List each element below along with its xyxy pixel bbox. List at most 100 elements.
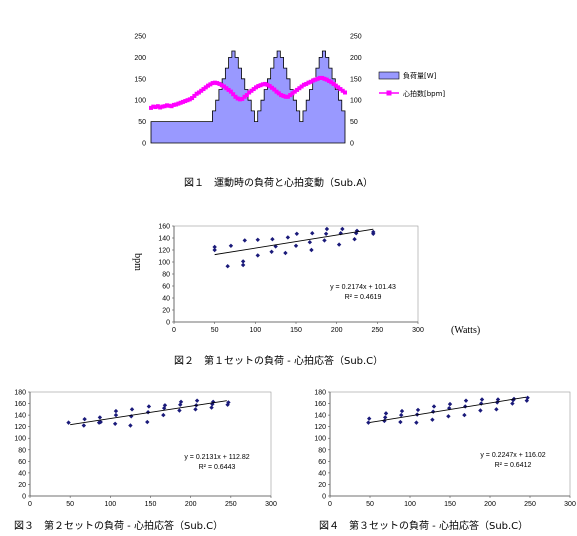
y-axis-tick-label: 140: [314, 413, 326, 420]
heart-rate-marker: [226, 87, 231, 92]
heart-rate-marker: [315, 76, 320, 81]
heart-rate-marker: [208, 82, 213, 87]
x-axis-tick-label: 250: [225, 501, 237, 508]
data-point: [430, 417, 435, 422]
heart-rate-marker: [240, 96, 245, 101]
data-point: [240, 259, 246, 264]
r-squared: R² = 0.4619: [345, 294, 382, 301]
heart-rate-marker: [343, 90, 347, 95]
heart-rate-marker: [251, 87, 256, 92]
chart-4-scatter-set3: 0 20 40 60 80 100 120 140 160 180 0 50 100 150 200 250 3…: [314, 390, 576, 509]
data-point: [383, 411, 389, 416]
data-point: [383, 415, 388, 420]
x-axis-tick-label: 300: [412, 327, 424, 334]
right-axis-tick-label: 100: [350, 98, 362, 105]
data-point: [129, 407, 135, 412]
heart-rate-marker: [256, 84, 261, 89]
heart-rate-marker: [320, 75, 325, 80]
heart-rate-marker: [306, 80, 311, 85]
left-axis-tick-label: 200: [134, 55, 146, 62]
heart-rate-marker: [149, 105, 153, 110]
x-axis-tick-label: 250: [524, 501, 536, 508]
heart-rate-marker: [338, 87, 343, 92]
data-point: [228, 243, 234, 248]
heart-rate-marker: [249, 88, 254, 93]
right-axis-tick-label: 150: [350, 76, 362, 83]
heart-rate-marker: [176, 101, 181, 106]
y-axis-tick-label: 80: [318, 447, 326, 454]
x-axis-tick-label: 200: [484, 501, 496, 508]
heart-rate-marker: [283, 94, 288, 99]
y-axis-tick-label: 80: [162, 272, 170, 279]
heart-rate-marker: [151, 104, 156, 109]
data-point: [209, 405, 214, 410]
chart-3-scatter-set2: 0 20 40 60 80 100 120 140 160 180 0 50 100 150 200 250 3…: [14, 390, 277, 509]
heart-rate-marker: [160, 104, 165, 109]
heart-rate-marker: [180, 99, 185, 104]
heart-rate-marker: [263, 81, 268, 86]
y-axis-tick-label: 20: [318, 482, 326, 489]
heart-rate-marker: [333, 83, 338, 88]
right-axis-tick-label: 0: [350, 141, 354, 148]
heart-rate-marker: [247, 90, 252, 95]
heart-rate-marker: [329, 80, 334, 85]
x-axis-tick-label: 0: [172, 327, 176, 334]
x-axis-unit: (Watts): [451, 325, 480, 336]
y-axis-tick-label: 160: [314, 401, 326, 408]
heart-rate-marker: [203, 85, 208, 90]
heart-rate-marker: [272, 87, 277, 92]
heart-rate-marker: [174, 102, 179, 107]
heart-rate-marker: [178, 100, 183, 105]
heart-rate-marker: [219, 83, 224, 88]
data-point: [225, 264, 230, 269]
data-point: [255, 237, 260, 242]
heart-rate-marker: [297, 86, 302, 91]
figure-2-caption: 図２ 第１セットの負荷 - 心拍応答（Sub.C）: [174, 356, 384, 367]
heart-rate-marker: [336, 85, 341, 90]
data-point: [336, 242, 342, 247]
data-point: [525, 395, 530, 400]
x-axis-tick-label: 100: [404, 501, 416, 508]
heart-rate-marker: [164, 103, 169, 108]
heart-rate-marker: [299, 84, 304, 89]
data-point: [97, 415, 103, 420]
data-point: [352, 237, 357, 242]
heart-rate-marker: [313, 77, 318, 82]
data-point: [462, 412, 467, 418]
data-point: [177, 408, 182, 413]
left-axis-tick-label: 250: [134, 34, 146, 41]
legend-load-label: 負荷量[W]: [403, 71, 437, 80]
data-point: [323, 231, 329, 236]
heart-rate-marker: [276, 91, 281, 96]
heart-rate-marker: [190, 96, 195, 101]
heart-rate-marker: [201, 87, 206, 92]
data-point: [178, 399, 184, 405]
heart-rate-marker: [285, 94, 290, 99]
data-point: [113, 408, 119, 414]
heart-rate-marker: [183, 99, 188, 104]
data-point: [212, 244, 217, 250]
data-point: [283, 250, 288, 256]
regression-equation: y = 0.2174x + 101.43: [330, 284, 396, 291]
y-axis-tick-label: 60: [318, 459, 326, 466]
heart-rate-marker: [301, 82, 306, 87]
trend-line: [214, 228, 374, 256]
data-point: [81, 423, 87, 428]
heart-rate-marker: [153, 105, 158, 110]
figure-3-caption: 図３ 第２セットの負荷 - 心拍応答（Sub.C）: [14, 521, 224, 532]
y-axis-tick-label: 100: [314, 436, 326, 443]
y-axis-tick-label: 80: [18, 447, 26, 454]
x-axis-tick-label: 50: [211, 327, 219, 334]
heart-rate-marker: [288, 93, 293, 98]
heart-rate-marker: [185, 98, 190, 103]
data-point: [194, 398, 200, 403]
r-squared: R² = 0.6443: [199, 464, 236, 471]
data-point: [145, 419, 150, 425]
right-axis-tick-label: 200: [350, 55, 362, 62]
y-axis-tick-label: 180: [14, 390, 26, 397]
x-axis-tick-label: 150: [444, 501, 456, 508]
heart-rate-marker: [258, 83, 263, 88]
y-axis-tick-label: 160: [158, 224, 170, 231]
heart-rate-marker: [155, 104, 160, 109]
data-point: [98, 419, 103, 425]
